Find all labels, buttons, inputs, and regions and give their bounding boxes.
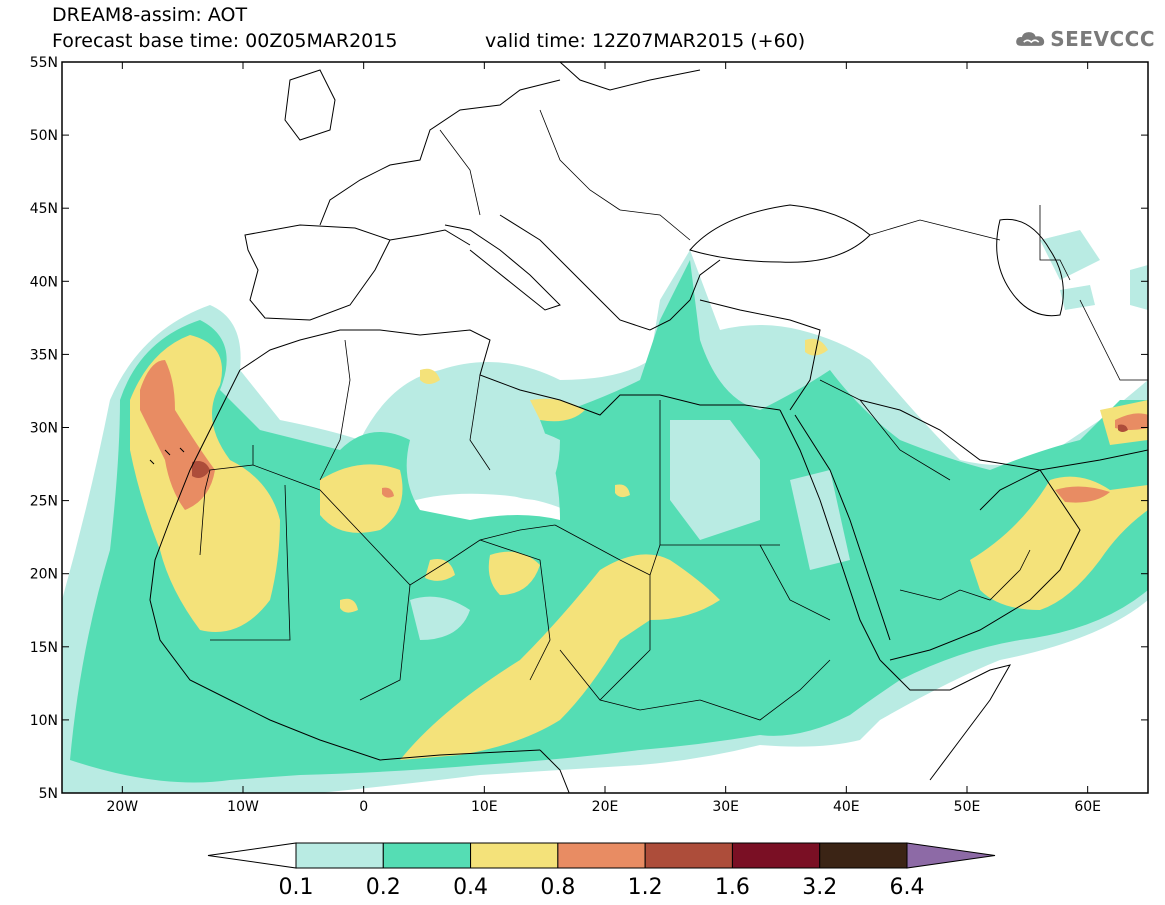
map-plot-area [62, 62, 1148, 793]
lat-tick-label: 5N [39, 786, 58, 802]
lat-tick-label: 35N [30, 347, 58, 363]
coastlines [149, 62, 1148, 793]
lat-tick-label: 45N [30, 201, 58, 217]
valid-time: valid time: 12Z07MAR2015 (+60) [485, 30, 806, 52]
aot-band-1.2-1.6 [192, 424, 1128, 478]
logo-text: SEEVCCC [1050, 27, 1155, 51]
colorbar-label: 0.1 [279, 875, 314, 900]
cloud-icon [1016, 32, 1045, 46]
colorbar-label: 6.4 [890, 875, 925, 900]
colorbar-label: 1.2 [628, 875, 663, 900]
aot-band-0.2-0.4 [70, 260, 1148, 783]
colorbar-label: 1.6 [715, 875, 750, 900]
lon-tick-label: 60E [1074, 799, 1101, 815]
lat-tick-label: 30N [30, 421, 58, 437]
lon-tick-label: 50E [954, 799, 981, 815]
colorbar-high-arrow [906, 842, 996, 869]
forecast-base-time: Forecast base time: 00Z05MAR2015 [52, 30, 398, 52]
colorbar-box [470, 842, 559, 869]
colorbar-box [819, 842, 908, 869]
lat-tick-label: 15N [30, 640, 58, 656]
lon-tick-label: 20W [106, 799, 138, 815]
colorbar-label: 0.2 [366, 875, 401, 900]
lat-tick-label: 55N [30, 55, 58, 71]
colorbar: 0.1 0.2 0.4 0.8 1.2 1.6 3.2 6.4 [207, 842, 996, 900]
colorbar-box [295, 842, 384, 869]
colorbar-label: 0.8 [540, 875, 575, 900]
lat-tick-label: 10N [30, 713, 58, 729]
map-axes: 20W 10W 0 10E 20E 30E 40E 50E 60E 55N 50N 45N 40N 35N… [30, 55, 1148, 815]
colorbar-box [557, 842, 646, 869]
lon-tick-label: 40E [833, 799, 860, 815]
colorbar-box [731, 842, 821, 869]
colorbar-box [644, 842, 733, 869]
country-borders [199, 109, 1148, 721]
lat-tick-label: 50N [30, 128, 58, 144]
lat-tick-label: 25N [30, 494, 58, 510]
lon-tick-label: 20E [592, 799, 619, 815]
map-title: DREAM8-assim: AOT [52, 4, 248, 26]
lat-tick-label: 20N [30, 567, 58, 583]
colorbar-low-arrow [207, 842, 297, 869]
lon-tick-label: 10E [471, 799, 498, 815]
colorbar-label: 3.2 [802, 875, 837, 900]
lon-tick-label: 30E [712, 799, 739, 815]
seevccc-logo: SEEVCCC [1015, 24, 1155, 54]
lat-tick-label: 40N [30, 274, 58, 290]
lon-tick-label: 0 [359, 799, 368, 815]
lon-tick-label: 10W [227, 799, 259, 815]
colorbar-box [382, 842, 472, 869]
aot-light-patches [410, 420, 850, 640]
colorbar-label: 0.4 [453, 875, 488, 900]
